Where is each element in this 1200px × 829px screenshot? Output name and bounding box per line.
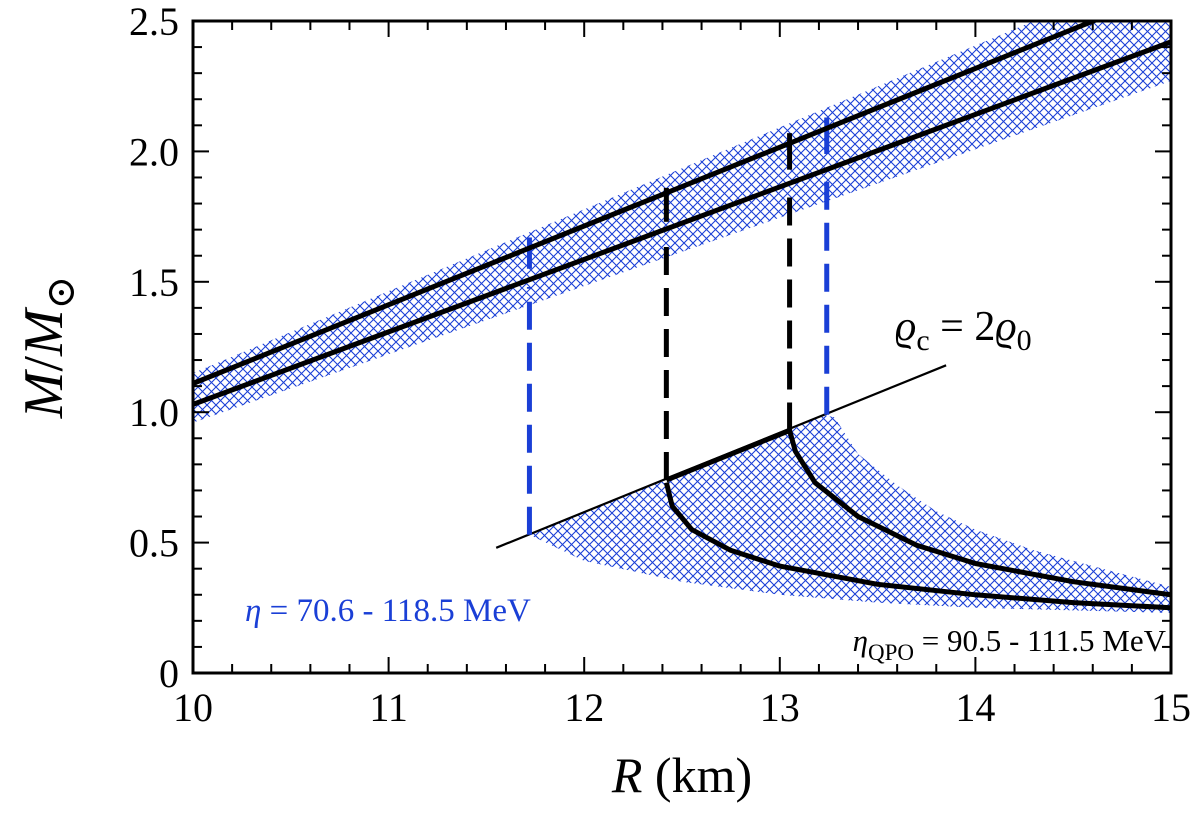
x-tick-label-14: 14 (955, 685, 995, 730)
y-axis-label: M/M⊙ (13, 276, 83, 419)
lower-hatched-band (529, 414, 1171, 613)
y-tick-label-1.5: 1.5 (129, 260, 179, 305)
mr-curve-2 (193, 39, 1171, 407)
low-curve-2 (787, 429, 1171, 598)
y-tick-label-2.5: 2.5 (129, 0, 179, 44)
mr-curve-1 (193, 21, 1100, 386)
y-tick-label-0: 0 (159, 651, 179, 696)
eta-range-annotation: η = 70.6 - 118.5 MeV (245, 593, 531, 629)
plot-area (193, 21, 1171, 613)
axes-frame (191, 19, 1173, 675)
x-tick-label-13: 13 (760, 685, 800, 730)
low-curve-1 (663, 482, 1171, 611)
y-tick-label-1.0: 1.0 (129, 390, 179, 435)
density-segment (665, 428, 791, 483)
y-tick-label-2.0: 2.0 (129, 129, 179, 174)
x-axis-label: R (km) (611, 747, 752, 803)
tick-labels: 10 11 12 13 14 15 0 0.5 1.0 1.5 2.0 2.5 (129, 0, 1191, 730)
eta-qpo-annotation: ηQPO = 90.5 - 111.5 MeV (853, 623, 1167, 665)
y-tick-label-0.5: 0.5 (129, 521, 179, 566)
density-annotation: ϱc = 2ϱ0 (895, 304, 1032, 357)
x-tick-label-11: 11 (369, 685, 408, 730)
x-tick-label-15: 15 (1151, 685, 1191, 730)
upper-hatched-band (193, 21, 1171, 423)
x-tick-label-12: 12 (564, 685, 604, 730)
plot-frame (191, 19, 1173, 675)
x-tick-label-10: 10 (173, 685, 213, 730)
